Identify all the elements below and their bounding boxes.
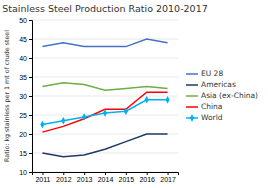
- y-tick: 15: [19, 150, 32, 157]
- legend-item: EU 28: [186, 69, 223, 78]
- x-tick: 2011: [35, 172, 50, 183]
- grid-line: [32, 96, 178, 97]
- series-marker: [145, 96, 149, 103]
- y-tick-mark: [29, 20, 32, 21]
- y-tick: 45: [19, 36, 32, 43]
- x-tick-label: 2016: [139, 176, 155, 183]
- y-tick-label: 30: [19, 93, 27, 100]
- x-tick: 2012: [56, 172, 72, 183]
- series-marker: [82, 113, 86, 120]
- x-tick-mark: [42, 172, 43, 175]
- y-tick-label: 25: [19, 112, 27, 119]
- x-axis-line: [33, 173, 179, 176]
- y-axis: 10 15 20 25 30 35 40 45 50: [19, 17, 32, 176]
- series-marker: [124, 107, 128, 114]
- x-tick-label: 2013: [77, 176, 93, 183]
- grid-line: [32, 20, 178, 21]
- legend-item: China: [186, 102, 222, 111]
- legend-item: Americas: [186, 80, 236, 89]
- series-line: [42, 39, 167, 47]
- y-tick: 35: [19, 74, 32, 81]
- y-tick: 30: [19, 93, 32, 100]
- series-marker: [40, 121, 44, 128]
- x-tick-label: 2017: [160, 176, 176, 183]
- y-tick-label: 40: [19, 55, 27, 62]
- y-tick-mark: [29, 172, 32, 173]
- y-tick-mark: [29, 96, 32, 97]
- y-tick-label: 15: [19, 150, 27, 157]
- y-tick-mark: [29, 39, 32, 40]
- x-tick-label: 2015: [119, 176, 135, 183]
- y-tick-label: 50: [19, 17, 27, 24]
- y-tick-label: 45: [19, 36, 27, 43]
- x-tick-mark: [105, 172, 106, 175]
- grid-line: [32, 58, 178, 59]
- series-marker: [103, 109, 107, 116]
- series-line: [42, 92, 167, 132]
- series-line: [42, 83, 167, 91]
- legend-swatch: [186, 84, 198, 86]
- y-axis-title: Ratio: kg stainless per 1 mt of crude st…: [3, 30, 11, 162]
- legend-swatch: [186, 73, 198, 75]
- x-tick: 2017: [160, 172, 176, 183]
- legend-item: Asia (ex-China): [186, 91, 258, 100]
- x-tick: 2014: [98, 172, 114, 183]
- series-marker: [165, 96, 169, 103]
- x-tick: 2016: [139, 172, 155, 183]
- grid: [32, 20, 178, 172]
- grid-line: [32, 153, 178, 154]
- legend-label: World: [201, 113, 223, 122]
- x-tick: 2013: [77, 172, 93, 183]
- y-tick-mark: [29, 134, 32, 135]
- y-tick-label: 20: [19, 131, 27, 138]
- legend-marker: [190, 114, 194, 121]
- x-tick-label: 2014: [98, 176, 114, 183]
- y-tick-mark: [29, 58, 32, 59]
- x-tick: 2015: [119, 172, 135, 183]
- y-tick: 40: [19, 55, 32, 62]
- y-tick-label: 10: [19, 169, 27, 176]
- x-tick-mark: [63, 172, 64, 175]
- x-tick-mark: [147, 172, 148, 175]
- plot: 2011 2012 2013 2014 2015 2016 2017 10 15 20 25 30 35…: [19, 17, 178, 183]
- series-line: [42, 100, 167, 125]
- grid-line: [32, 77, 178, 78]
- y-tick: 50: [19, 17, 32, 24]
- y-tick-label: 35: [19, 74, 27, 81]
- title: Stainless Steel Production Ratio 2010-20…: [2, 3, 208, 14]
- y-tick-mark: [29, 153, 32, 154]
- legend-label: Americas: [201, 80, 236, 89]
- x-tick-label: 2011: [35, 176, 50, 183]
- y-tick-mark: [29, 77, 32, 78]
- marks: [40, 39, 169, 157]
- grid-line: [32, 39, 178, 40]
- legend-swatch: [186, 106, 198, 108]
- y-axis-line: [29, 21, 33, 173]
- legend-label: China: [201, 102, 222, 111]
- legend-item: World: [186, 113, 223, 122]
- y-tick: 10: [19, 169, 32, 176]
- legend-swatch: [186, 95, 198, 97]
- x-tick-mark: [168, 172, 169, 175]
- series-line: [42, 134, 167, 157]
- x-tick-label: 2012: [56, 176, 72, 183]
- x-axis: 2011 2012 2013 2014 2015 2016 2017: [33, 172, 179, 183]
- legend-label: Asia (ex-China): [201, 91, 258, 100]
- legend-label: EU 28: [201, 69, 223, 78]
- x-tick-mark: [84, 172, 85, 175]
- series-marker: [61, 117, 65, 124]
- x-tick-mark: [126, 172, 127, 175]
- chart: 2011 2012 2013 2014 2015 2016 2017 10 15 20 25 30 35…: [0, 0, 268, 188]
- legend: EU 28 Americas Asia (ex-China) China World: [186, 69, 258, 122]
- y-tick-mark: [29, 115, 32, 116]
- y-tick: 20: [19, 131, 32, 138]
- y-tick: 25: [19, 112, 32, 119]
